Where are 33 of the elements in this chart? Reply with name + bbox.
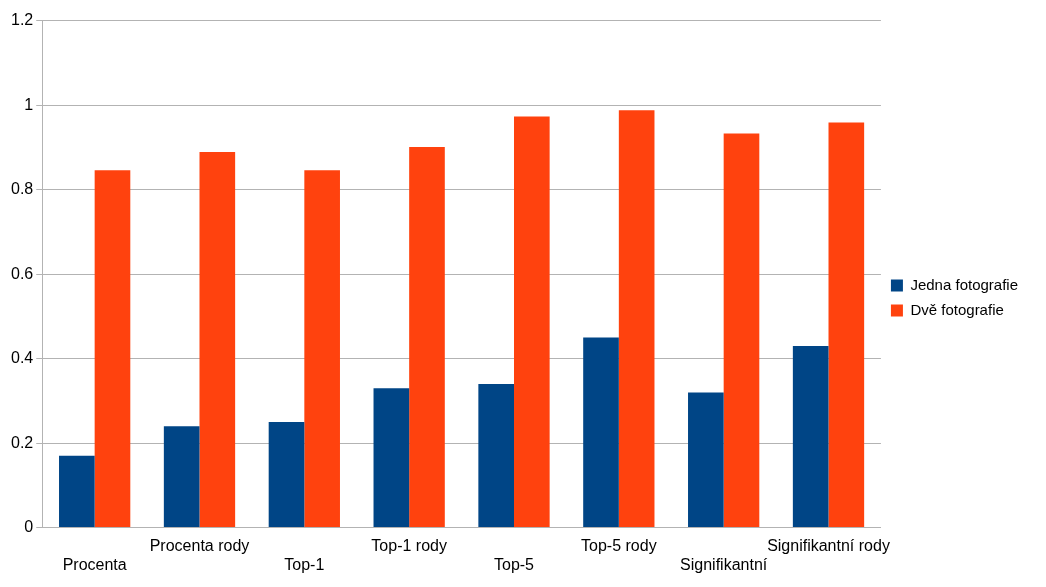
- y-tick-label: 1: [24, 95, 34, 113]
- x-tick-label: Procenta rody: [149, 536, 250, 554]
- legend-label: Dvě fotografie: [910, 300, 1004, 318]
- x-tick-label: Procenta: [62, 555, 127, 573]
- x-tick-label: Top-5: [493, 555, 535, 573]
- bar: [618, 110, 655, 528]
- bar: [828, 122, 865, 528]
- bar: [514, 116, 550, 528]
- x-tick-label: Top-5 rody: [581, 536, 657, 554]
- x-tick-label: Signifikantní rody: [767, 536, 890, 554]
- y-tick-label: 0: [24, 518, 34, 536]
- bar: [373, 388, 410, 528]
- x-tick-label: Top-1 rody: [371, 536, 447, 554]
- legend-label: Jedna fotografie: [910, 275, 1018, 293]
- y-tick-label: 0.8: [10, 180, 34, 198]
- bar: [723, 133, 760, 528]
- bar: [478, 383, 514, 528]
- bar: [268, 421, 305, 528]
- bar: [59, 455, 95, 528]
- y-tick-label: 0.4: [10, 349, 34, 367]
- y-tick-label: 0.6: [10, 264, 34, 282]
- y-tick-label: 0.2: [10, 433, 34, 451]
- bar: [94, 170, 131, 528]
- y-tick-label: 1.2: [10, 11, 34, 29]
- x-tick-label: Top-1: [284, 555, 325, 573]
- x-tick-label: Signifikantní: [680, 555, 768, 573]
- bar: [199, 152, 236, 528]
- bar: [304, 170, 340, 528]
- bar: [163, 426, 200, 528]
- bar: [688, 392, 724, 528]
- bar: [583, 337, 619, 528]
- bar: [792, 345, 829, 528]
- bar: [409, 146, 445, 528]
